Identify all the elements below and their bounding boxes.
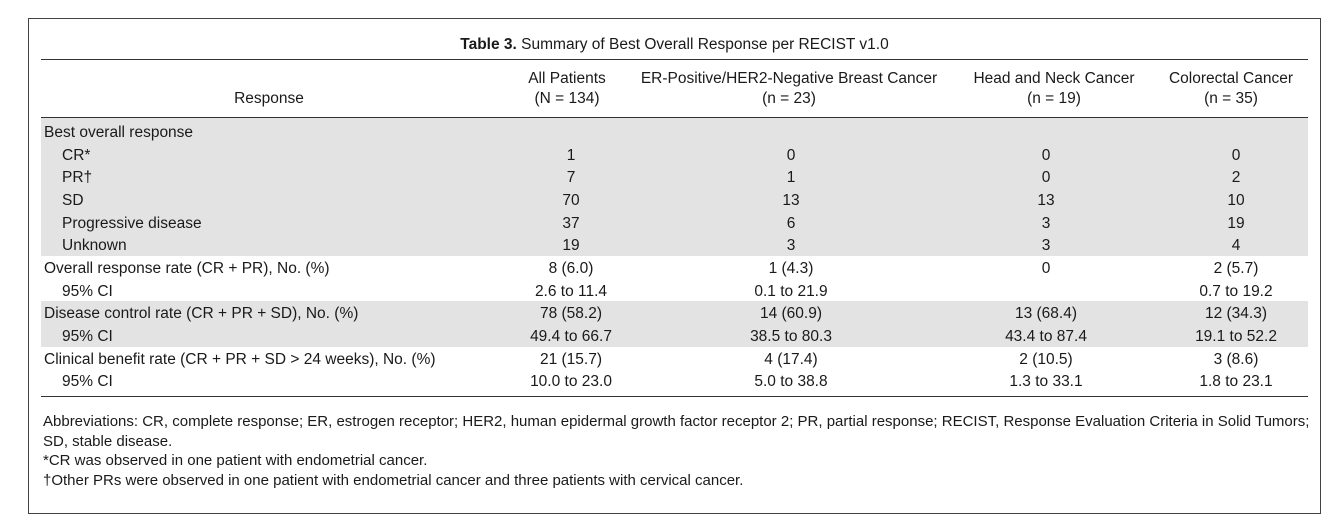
cell-breast: 3 xyxy=(786,237,796,254)
table-row: Disease control rate (CR + PR + SD), No.… xyxy=(41,303,1308,325)
row-label: Unknown xyxy=(62,237,127,254)
table-row: Best overall response xyxy=(41,122,1308,144)
cell-colorectal: 10 xyxy=(1227,192,1245,209)
table-row: Clinical benefit rate (CR + PR + SD > 24… xyxy=(41,349,1308,371)
cell-all-patients: 37 xyxy=(562,215,580,232)
cell-head-neck: 1.3 to 33.1 xyxy=(1009,373,1083,390)
cell-colorectal: 0.7 to 19.2 xyxy=(1199,283,1273,300)
cell-head-neck: 0 xyxy=(1041,169,1051,186)
row-label: Progressive disease xyxy=(62,215,202,232)
shade-band-disease-control xyxy=(41,301,1308,347)
row-label: SD xyxy=(62,192,84,209)
cell-head-neck: 43.4 to 87.4 xyxy=(1005,328,1087,345)
header-rule xyxy=(41,117,1308,118)
row-label: PR† xyxy=(62,169,93,186)
row-label: 95% CI xyxy=(62,283,113,300)
row-label: 95% CI xyxy=(62,373,113,390)
table-row: 95% CI 2.6 to 11.4 0.1 to 21.9 0.7 to 19… xyxy=(41,281,1308,303)
cell-colorectal: 3 (8.6) xyxy=(1213,351,1259,368)
cell-colorectal: 12 (34.3) xyxy=(1204,305,1268,322)
cell-colorectal: 4 xyxy=(1231,237,1241,254)
header-colorectal-cancer-n: (n = 35) xyxy=(1204,90,1258,107)
cell-breast: 13 xyxy=(782,192,800,209)
bottom-rule xyxy=(41,396,1308,397)
row-label: Disease control rate (CR + PR + SD), No.… xyxy=(44,305,359,322)
cell-head-neck: 13 (68.4) xyxy=(1014,305,1078,322)
row-label: Clinical benefit rate (CR + PR + SD > 24… xyxy=(44,351,436,368)
header-response: Response xyxy=(234,90,304,107)
cell-breast: 1 xyxy=(786,169,796,186)
cell-colorectal: 19.1 to 52.2 xyxy=(1195,328,1277,345)
cell-all-patients: 2.6 to 11.4 xyxy=(534,283,608,300)
header-breast-cancer-name: ER-Positive/HER2-Negative Breast Cancer xyxy=(640,70,938,87)
header-all-patients-name: All Patients xyxy=(528,70,606,87)
table-row: Unknown 19 3 3 4 xyxy=(41,235,1308,257)
cell-all-patients: 49.4 to 66.7 xyxy=(530,328,612,345)
cell-breast: 1 (4.3) xyxy=(768,260,814,277)
cell-head-neck: 0 xyxy=(1041,260,1051,277)
row-label: CR* xyxy=(62,147,91,164)
table-row: PR† 7 1 0 2 xyxy=(41,167,1308,189)
cell-breast: 38.5 to 80.3 xyxy=(750,328,832,345)
table-caption: Summary of Best Overall Response per REC… xyxy=(516,36,889,53)
cell-breast: 4 (17.4) xyxy=(764,351,818,368)
header-head-neck-cancer: Head and Neck Cancer (n = 19) xyxy=(959,69,1149,109)
cell-head-neck: 13 xyxy=(1037,192,1055,209)
table-number: Table 3. xyxy=(460,36,517,53)
header-head-neck-cancer-name: Head and Neck Cancer xyxy=(973,70,1135,87)
header-breast-cancer: ER-Positive/HER2-Negative Breast Cancer … xyxy=(619,69,959,109)
row-label: Best overall response xyxy=(44,124,194,141)
cell-breast: 14 (60.9) xyxy=(759,305,823,322)
header-head-neck-cancer-n: (n = 19) xyxy=(1027,90,1081,107)
table-footnotes: Abbreviations: CR, complete response; ER… xyxy=(43,412,1313,490)
cell-all-patients: 78 (58.2) xyxy=(539,305,603,322)
cell-head-neck: 0 xyxy=(1041,147,1051,164)
cell-head-neck: 3 xyxy=(1041,215,1051,232)
cell-head-neck: 3 xyxy=(1041,237,1051,254)
cell-all-patients: 70 xyxy=(562,192,580,209)
cell-colorectal: 2 (5.7) xyxy=(1213,260,1259,277)
footnote-abbreviations: Abbreviations: CR, complete response; ER… xyxy=(43,413,1310,450)
table-row: CR* 1 0 0 0 xyxy=(41,145,1308,167)
footnote-pr: †Other PRs were observed in one patient … xyxy=(43,471,744,489)
cell-all-patients: 7 xyxy=(566,169,576,186)
shade-band-best-response xyxy=(41,118,1308,256)
header-colorectal-cancer: Colorectal Cancer (n = 35) xyxy=(1151,69,1311,109)
cell-colorectal: 0 xyxy=(1231,147,1241,164)
table-row: Progressive disease 37 6 3 19 xyxy=(41,213,1308,235)
cell-breast: 0.1 to 21.9 xyxy=(754,283,828,300)
cell-all-patients: 21 (15.7) xyxy=(539,351,603,368)
header-colorectal-cancer-name: Colorectal Cancer xyxy=(1168,70,1294,87)
cell-breast: 6 xyxy=(786,215,796,232)
cell-all-patients: 8 (6.0) xyxy=(548,260,594,277)
cell-breast: 0 xyxy=(786,147,796,164)
cell-colorectal: 19 xyxy=(1227,215,1245,232)
cell-all-patients: 10.0 to 23.0 xyxy=(530,373,612,390)
row-label: 95% CI xyxy=(62,328,113,345)
table-frame: Table 3. Summary of Best Overall Respons… xyxy=(28,18,1321,514)
table-title: Table 3. Summary of Best Overall Respons… xyxy=(29,36,1320,54)
cell-colorectal: 2 xyxy=(1231,169,1241,186)
header-all-patients: All Patients (N = 134) xyxy=(507,69,627,109)
cell-head-neck: 2 (10.5) xyxy=(1019,351,1073,368)
header-all-patients-n: (N = 134) xyxy=(534,90,600,107)
cell-breast: 5.0 to 38.8 xyxy=(754,373,828,390)
top-rule xyxy=(41,59,1308,60)
cell-all-patients: 19 xyxy=(562,237,580,254)
table-row: 95% CI 10.0 to 23.0 5.0 to 38.8 1.3 to 3… xyxy=(41,371,1308,393)
footnote-cr: *CR was observed in one patient with end… xyxy=(43,452,428,469)
table-row: SD 70 13 13 10 xyxy=(41,190,1308,212)
table-row: Overall response rate (CR + PR), No. (%)… xyxy=(41,258,1308,280)
header-breast-cancer-n: (n = 23) xyxy=(762,90,816,107)
cell-colorectal: 1.8 to 23.1 xyxy=(1199,373,1273,390)
row-label: Overall response rate (CR + PR), No. (%) xyxy=(44,260,330,277)
table-row: 95% CI 49.4 to 66.7 38.5 to 80.3 43.4 to… xyxy=(41,326,1308,348)
cell-all-patients: 1 xyxy=(566,147,576,164)
